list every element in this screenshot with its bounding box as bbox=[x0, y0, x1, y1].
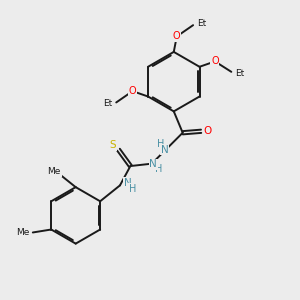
Text: Et: Et bbox=[197, 19, 207, 28]
Text: H: H bbox=[129, 184, 136, 194]
Text: N: N bbox=[149, 159, 157, 169]
Text: H: H bbox=[157, 139, 164, 149]
Text: H: H bbox=[154, 164, 162, 174]
Text: Me: Me bbox=[48, 167, 61, 176]
Text: O: O bbox=[129, 86, 136, 96]
Text: Me: Me bbox=[16, 228, 30, 237]
Text: N: N bbox=[161, 145, 169, 155]
Text: S: S bbox=[109, 140, 116, 150]
Text: Et: Et bbox=[236, 69, 245, 78]
Text: O: O bbox=[211, 56, 219, 66]
Text: O: O bbox=[203, 126, 212, 136]
Text: N: N bbox=[124, 178, 131, 188]
Text: O: O bbox=[173, 32, 181, 41]
Text: Et: Et bbox=[103, 99, 113, 108]
